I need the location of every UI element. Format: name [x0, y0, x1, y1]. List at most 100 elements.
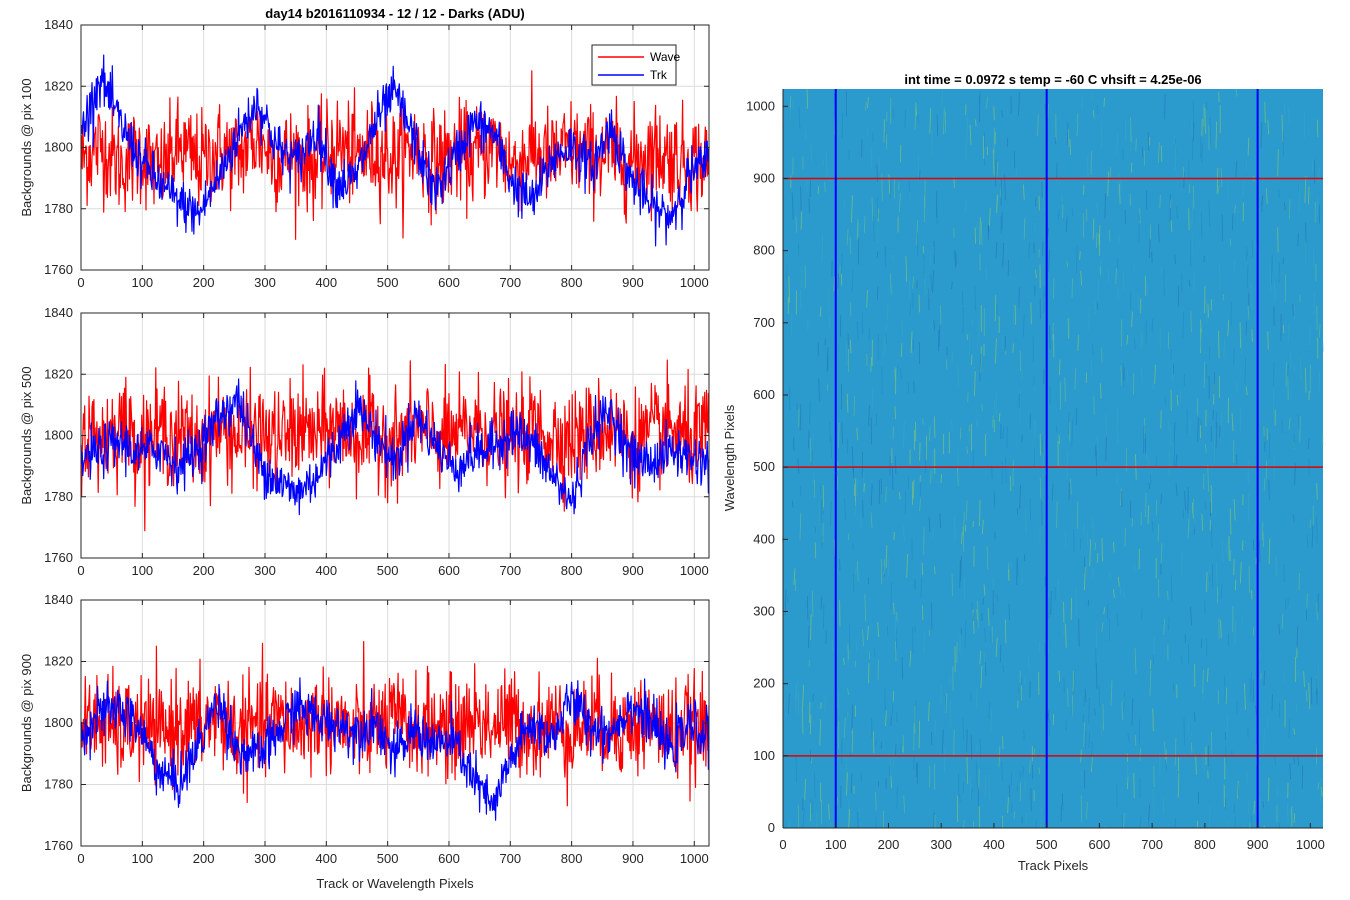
heatmap-texture-streak [1233, 803, 1236, 814]
heatmap-texture-streak [1002, 242, 1004, 268]
heatmap-y-tick-label: 700 [753, 315, 775, 330]
heatmap-texture-streak [1088, 305, 1090, 330]
heatmap-texture-streak [913, 381, 915, 393]
heatmap-texture-streak [1245, 386, 1248, 396]
heatmap-texture-streak [1066, 260, 1069, 268]
heatmap-texture-streak [1173, 441, 1176, 467]
heatmap-texture-streak [1320, 786, 1323, 797]
heatmap-texture-streak [819, 483, 822, 496]
heatmap-texture-streak [1229, 238, 1232, 246]
heatmap-texture-streak [836, 797, 838, 806]
heatmap-texture-streak [969, 124, 972, 145]
heatmap-texture-streak [876, 197, 879, 219]
heatmap-texture-streak [797, 805, 800, 829]
heatmap-texture-streak [1038, 767, 1041, 775]
heatmap-texture-streak [972, 520, 974, 528]
heatmap-texture-streak [1133, 264, 1135, 271]
heatmap-texture-streak [883, 558, 886, 575]
heatmap-texture-streak [1079, 251, 1081, 260]
heatmap-texture-streak [1164, 741, 1166, 760]
heatmap-texture-streak [994, 338, 997, 364]
heatmap-texture-streak [1105, 414, 1107, 435]
heatmap-texture-streak [1106, 603, 1109, 620]
heatmap-texture-streak [996, 304, 998, 315]
heatmap-texture-streak [1308, 186, 1310, 205]
heatmap-texture-streak [1170, 575, 1173, 603]
heatmap-texture-streak [798, 106, 801, 129]
heatmap-texture-streak [1084, 688, 1087, 703]
heatmap-texture-streak [951, 350, 954, 363]
heatmap-texture-streak [919, 442, 921, 461]
heatmap-texture-streak [960, 555, 962, 582]
heatmap-texture-streak [1134, 734, 1137, 746]
plot3-ylabel: Backgrounds @ pix 900 [19, 654, 34, 792]
heatmap-texture-streak [1311, 157, 1314, 173]
heatmap-texture-streak [818, 378, 821, 402]
heatmap-y-tick-label: 100 [753, 748, 775, 763]
heatmap-texture-streak [789, 96, 792, 109]
heatmap-texture-streak [953, 729, 955, 756]
heatmap-texture-streak [830, 501, 832, 526]
heatmap-texture-streak [1067, 128, 1070, 147]
heatmap-texture-streak [846, 228, 849, 245]
heatmap-texture-streak [1078, 618, 1080, 647]
heatmap-texture-streak [1021, 434, 1023, 443]
heatmap-texture-streak [983, 584, 986, 596]
heatmap-texture-streak [1047, 103, 1049, 119]
heatmap-background [783, 89, 1323, 828]
legend[interactable]: Wave Trk [591, 44, 681, 86]
heatmap-texture-streak [945, 359, 948, 370]
heatmap-texture-streak [883, 338, 885, 358]
heatmap-texture-streak [1268, 538, 1271, 565]
heatmap-texture-streak [1169, 199, 1172, 209]
heatmap-texture-streak [799, 512, 802, 540]
heatmap-texture-streak [921, 605, 924, 620]
heatmap-texture-streak [933, 812, 935, 829]
heatmap-texture-streak [930, 321, 933, 329]
heatmap-texture-streak [1120, 179, 1122, 193]
heatmap-texture-streak [1253, 800, 1256, 815]
x-tick-label: 800 [561, 275, 583, 290]
heatmap-texture-streak [1091, 94, 1094, 101]
y-tick-label: 1780 [44, 489, 73, 504]
heatmap-texture-streak [1193, 270, 1195, 292]
heatmap-texture-streak [965, 141, 967, 161]
heatmap-texture-streak [1220, 620, 1222, 638]
heatmap-texture-streak [975, 761, 978, 789]
heatmap-texture-streak [826, 384, 829, 391]
heatmap-texture-streak [962, 718, 965, 741]
heatmap-texture-streak [1124, 527, 1126, 547]
heatmap-texture-streak [1281, 114, 1284, 142]
x-tick-label: 700 [499, 851, 521, 866]
heatmap-texture-streak [1311, 526, 1314, 548]
heatmap-texture-streak [898, 491, 901, 500]
heatmap-texture-streak [900, 368, 902, 380]
heatmap-texture-streak [1204, 107, 1206, 134]
heatmap-texture-streak [1047, 634, 1050, 655]
heatmap-texture-streak [1227, 320, 1230, 337]
heatmap-texture-streak [1304, 176, 1307, 204]
heatmap-texture-streak [850, 733, 852, 755]
heatmap-texture-streak [1066, 122, 1069, 146]
heatmap-texture-streak [1074, 368, 1077, 390]
heatmap-texture-streak [1019, 484, 1021, 509]
heatmap-texture-streak [1152, 382, 1154, 391]
heatmap-texture-streak [1131, 698, 1134, 726]
heatmap-texture-streak [909, 302, 912, 316]
heatmap-texture-streak [932, 450, 935, 479]
heatmap-texture-streak [942, 107, 945, 135]
heatmap-texture-streak [1075, 407, 1078, 425]
heatmap-texture-streak [1064, 529, 1067, 549]
heatmap-texture-streak [806, 596, 809, 620]
heatmap-texture-streak [821, 234, 824, 263]
x-tick-label: 300 [254, 563, 276, 578]
heatmap-texture-streak [1235, 89, 1238, 97]
heatmap-texture-streak [1148, 238, 1151, 259]
heatmap-texture-streak [1197, 417, 1199, 443]
heatmap-texture-streak [1080, 270, 1083, 286]
y-tick-label: 1800 [44, 428, 73, 443]
heatmap-texture-streak [841, 421, 844, 444]
heatmap-texture-streak [1306, 534, 1309, 548]
heatmap-texture-streak [976, 743, 978, 751]
heatmap-texture-streak [1195, 754, 1197, 775]
